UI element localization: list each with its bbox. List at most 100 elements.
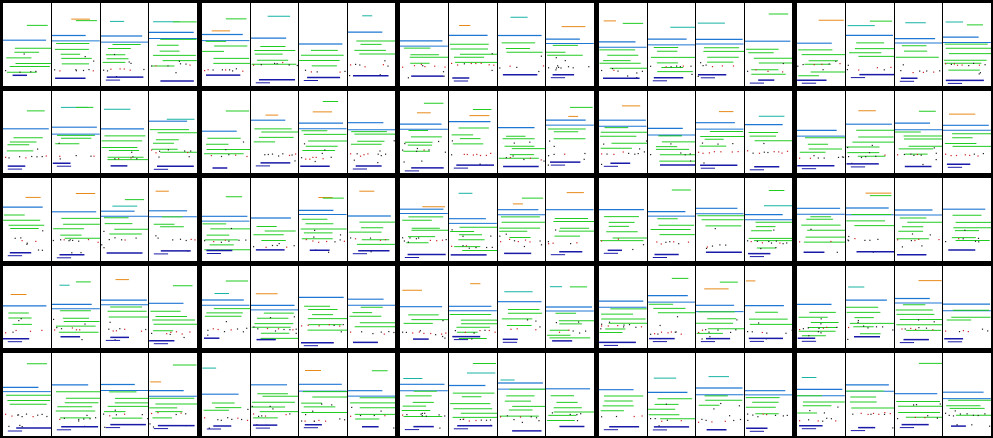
trace-dot [706,246,708,248]
trace-dot [45,155,47,157]
trace-dot [129,157,132,159]
grid-block [3,353,198,436]
spectrogram-panel [497,91,546,173]
trace-dot [846,338,849,340]
trace-dot [288,329,290,331]
trace-dot [556,67,558,69]
trace-dot [902,64,904,66]
trace-dot [204,240,206,242]
trace-dot [649,418,651,420]
spectrogram-panel [400,91,448,173]
trace-dot [135,237,137,239]
panel-traces [696,281,744,343]
trace-dot [799,329,801,331]
spectrogram-panel [696,178,744,261]
trace-dot [542,160,545,162]
trace-dot [349,237,351,239]
trace-dot [19,156,21,158]
trace-dot [318,241,320,243]
trace-dot [982,328,984,330]
trace-dot [277,155,279,157]
trace-dot [633,415,635,418]
trace-dot [864,239,866,241]
trace-dot [568,66,570,68]
trace-dot [601,153,603,155]
spectrogram-panel [797,3,845,86]
trace-dot [933,147,935,149]
panel-traces [100,20,149,81]
grid-block [3,91,198,173]
trace-dot [674,331,676,333]
trace-dot [443,75,445,77]
spectrogram-panel [299,91,347,173]
trace-dot [826,417,828,419]
trace-dot [808,335,810,337]
trace-dot [232,70,234,72]
trace-dot [468,420,470,422]
spectrogram-panel [647,266,695,348]
trace-dot [862,325,864,327]
spectrogram-panel [546,3,595,86]
spectrogram-panel [100,266,149,348]
trace-dot [450,245,452,247]
trace-dot [102,247,105,249]
trace-dot [37,249,40,251]
panel-traces [250,217,298,251]
trace-dot [475,419,477,422]
trace-dot [115,414,117,416]
trace-dot [217,328,219,331]
trace-dot [149,423,151,425]
trace-dot [665,403,667,405]
trace-dot [560,67,562,69]
trace-dot [765,332,767,334]
grid-block [400,178,595,261]
trace-dot [413,65,416,67]
trace-dot [720,151,722,153]
panel-traces [845,20,894,79]
spectrogram-panel [744,266,792,348]
grid-block [797,91,992,173]
trace-dot [702,152,704,154]
trace-dot [958,238,960,240]
trace-dot [109,68,111,70]
trace-dot [519,416,521,418]
panel-traces [546,388,595,428]
trace-dot [235,154,237,156]
grid-block [400,3,595,86]
trace-dot [956,424,958,426]
trace-dot [548,155,550,157]
trace-dot [373,414,375,417]
trace-dot [540,55,542,57]
trace-dot [954,63,956,65]
trace-dot [353,159,355,161]
panel-traces [797,207,845,254]
spectrogram-panel [744,178,792,261]
trace-dot [682,65,684,67]
trace-dot [933,321,935,323]
panel-traces [744,280,792,342]
trace-dot [945,241,947,243]
panel-traces [100,108,149,167]
panel-traces [797,19,845,84]
trace-dot [634,153,636,155]
trace-dot [559,331,561,333]
trace-dot [623,326,625,328]
trace-dot [512,155,514,157]
trace-dot [782,415,784,417]
trace-dot [983,153,985,155]
trace-dot [293,316,295,318]
trace-dot [552,242,554,244]
trace-dot [228,154,230,156]
trace-dot [380,155,382,157]
trace-dot [310,71,312,73]
trace-dot [953,415,955,417]
trace-dot [356,153,358,155]
panel-traces [546,26,595,79]
trace-dot [185,239,188,242]
trace-dot [534,329,536,331]
trace-dot [966,413,968,415]
trace-dot [542,65,544,67]
trace-dot [698,331,700,334]
spectrogram-panel [202,178,250,261]
trace-dot [963,330,965,332]
